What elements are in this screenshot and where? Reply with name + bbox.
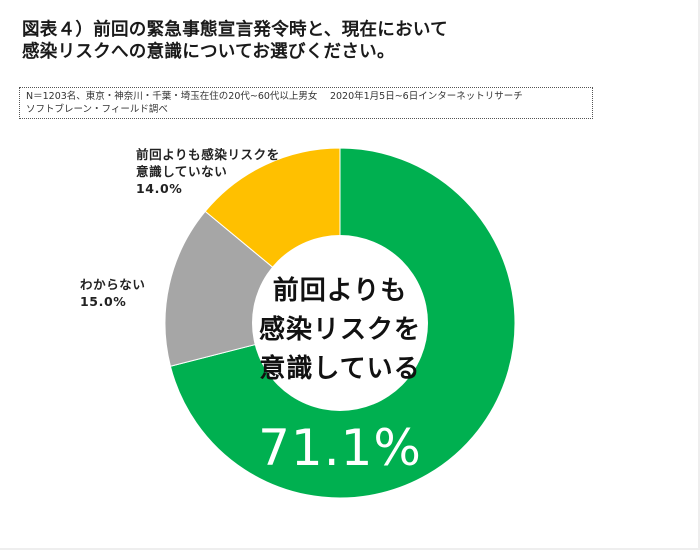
center-label-line1: 前回よりも [272, 276, 408, 306]
survey-note-line-1: N＝1203名、東京・神奈川・千葉・埼玉在住の20代~60代以上男女 2020年… [26, 91, 523, 102]
survey-note-line-2: ソフトブレーン・フィールド調べ [26, 104, 168, 115]
label-not-aware-line1: 前回よりも感染リスクを [136, 147, 280, 162]
label-not-aware: 前回よりも感染リスクを 意識していない 14.0% [136, 146, 280, 197]
center-label-line3: 意識している [259, 354, 421, 384]
aware-percentage: 71.1% [258, 419, 422, 477]
title-line-2: 感染リスクへの意識についてお選びください。 [22, 42, 395, 62]
donut-hole [252, 235, 428, 411]
center-label-line2: 感染リスクを [258, 315, 421, 345]
title-line-1: 図表４）前回の緊急事態宣言発令時と、現在において [22, 20, 448, 40]
label-unknown-line1: わからない [80, 277, 146, 292]
chart-title: 図表４）前回の緊急事態宣言発令時と、現在において 感染リスクへの意識についてお選… [22, 19, 542, 63]
label-not-aware-line2: 意識していない [136, 164, 228, 179]
label-unknown: わからない 15.0% [80, 276, 146, 310]
survey-note-box: N＝1203名、東京・神奈川・千葉・埼玉在住の20代~60代以上男女 2020年… [19, 87, 593, 119]
label-not-aware-value: 14.0% [136, 181, 183, 196]
label-unknown-value: 15.0% [80, 294, 127, 309]
center-label-aware: 前回よりも 感染リスクを 意識している [240, 272, 440, 389]
